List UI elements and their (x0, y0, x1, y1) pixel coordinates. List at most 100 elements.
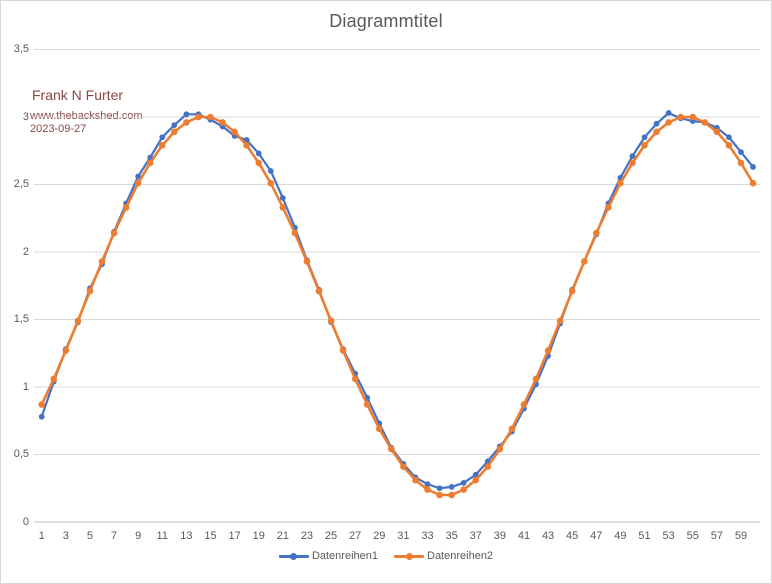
data-point-datenreihen2 (363, 401, 371, 408)
x-tick-label: 37 (469, 530, 482, 542)
data-point-datenreihen2 (303, 258, 311, 265)
x-tick-label: 41 (517, 530, 531, 542)
data-point-datenreihen2 (74, 317, 82, 325)
legend-item-datenreihen2[interactable]: Datenreihen2 (394, 550, 493, 562)
y-tick-label: 2 (22, 245, 29, 258)
data-point-datenreihen1 (653, 120, 660, 127)
data-point-datenreihen1 (641, 134, 648, 141)
data-point-datenreihen2 (171, 128, 178, 136)
data-point-datenreihen2 (701, 119, 709, 126)
legend-item-datenreihen1[interactable]: Datenreihen1 (278, 550, 378, 562)
x-tick-label: 11 (156, 530, 168, 542)
data-point-datenreihen1 (243, 137, 250, 143)
y-tick-label: 3 (22, 110, 29, 123)
data-point-datenreihen2 (424, 486, 431, 493)
x-tick-label: 23 (300, 530, 314, 542)
x-tick-label: 53 (662, 530, 675, 542)
data-point-datenreihen2 (532, 375, 540, 383)
data-point-datenreihen2 (279, 204, 287, 211)
data-point-datenreihen2 (38, 401, 45, 408)
x-tick-label: 13 (180, 530, 193, 542)
data-point-datenreihen2 (195, 113, 202, 121)
x-tick-label: 33 (421, 530, 434, 542)
x-tick-label: 39 (493, 530, 506, 542)
x-tick-label: 5 (86, 530, 93, 542)
annotation-website: www.thebackshed.com (30, 110, 143, 122)
data-point-datenreihen2 (737, 159, 745, 167)
x-tick-label: 49 (614, 530, 627, 542)
data-point-datenreihen1 (267, 168, 274, 174)
data-point-datenreihen2 (460, 486, 467, 493)
data-point-datenreihen2 (375, 425, 383, 433)
data-point-datenreihen2 (146, 159, 154, 167)
data-point-datenreihen2 (62, 347, 70, 354)
data-point-datenreihen2 (50, 375, 58, 383)
x-tick-label: 25 (324, 530, 338, 542)
data-point-datenreihen2 (617, 179, 624, 187)
x-tick-label: 43 (541, 530, 555, 542)
x-tick-label: 17 (228, 530, 241, 542)
y-tick-label: 1 (22, 380, 29, 393)
data-point-datenreihen2 (183, 119, 190, 126)
data-point-datenreihen1 (436, 485, 443, 492)
data-point-datenreihen1 (279, 195, 286, 201)
x-tick-label: 57 (710, 530, 723, 542)
data-point-datenreihen1 (183, 111, 190, 118)
data-point-datenreihen2 (158, 142, 166, 149)
data-point-datenreihen1 (448, 484, 455, 490)
x-tick-label: 29 (373, 530, 386, 542)
data-point-datenreihen2 (412, 476, 419, 484)
data-point-datenreihen2 (388, 445, 395, 453)
data-point-datenreihen2 (448, 491, 455, 499)
data-point-datenreihen2 (749, 179, 757, 187)
y-tick-label: 3,5 (13, 43, 29, 55)
annotation-author: Frank N Furter (32, 87, 124, 103)
x-tick-label: 55 (686, 530, 699, 542)
data-point-datenreihen2 (315, 287, 323, 295)
data-point-datenreihen2 (472, 476, 480, 484)
data-point-datenreihen2 (134, 179, 142, 187)
data-point-datenreihen2 (110, 229, 118, 237)
legend-label-series1: Datenreihen1 (311, 550, 378, 562)
y-tick-label: 0,5 (13, 448, 29, 460)
data-point-datenreihen1 (726, 134, 732, 141)
x-tick-label: 21 (276, 530, 289, 542)
x-tick-label: 47 (590, 530, 603, 542)
series2-line-marker-icon (394, 552, 424, 560)
series-datenreihen2 (38, 113, 757, 499)
data-point-datenreihen2 (86, 287, 94, 295)
data-point-datenreihen1 (665, 110, 672, 116)
data-point-datenreihen2 (508, 425, 516, 433)
annotation-date: 2023-09-27 (30, 123, 87, 135)
data-point-datenreihen2 (484, 463, 492, 470)
data-point-datenreihen1 (38, 413, 45, 420)
data-point-datenreihen2 (689, 113, 697, 121)
chart-title: Diagrammtitel (329, 11, 443, 31)
data-point-datenreihen2 (98, 258, 106, 265)
data-point-datenreihen2 (231, 128, 238, 136)
data-point-datenreihen2 (207, 113, 214, 121)
data-point-datenreihen2 (351, 375, 359, 383)
data-point-datenreihen2 (436, 491, 443, 499)
data-point-datenreihen2 (568, 287, 576, 295)
y-tick-label: 2,5 (13, 178, 29, 190)
data-point-datenreihen2 (725, 142, 733, 149)
y-tick-label: 0 (22, 515, 29, 528)
data-point-datenreihen2 (267, 179, 275, 187)
legend: Datenreihen1 Datenreihen2 (1, 550, 771, 562)
data-point-datenreihen2 (400, 463, 407, 470)
data-point-datenreihen2 (327, 317, 335, 325)
y-tick-label: 1,5 (13, 313, 29, 325)
data-point-datenreihen1 (255, 150, 262, 157)
x-tick-label: 27 (349, 530, 362, 542)
data-point-datenreihen1 (629, 153, 636, 160)
legend-label-series2: Datenreihen2 (427, 550, 494, 562)
x-tick-label: 31 (397, 530, 410, 542)
data-point-datenreihen2 (641, 142, 648, 149)
data-point-datenreihen2 (665, 119, 672, 126)
data-point-datenreihen1 (472, 471, 479, 478)
x-tick-label: 59 (734, 530, 748, 542)
data-point-datenreihen1 (738, 149, 744, 156)
